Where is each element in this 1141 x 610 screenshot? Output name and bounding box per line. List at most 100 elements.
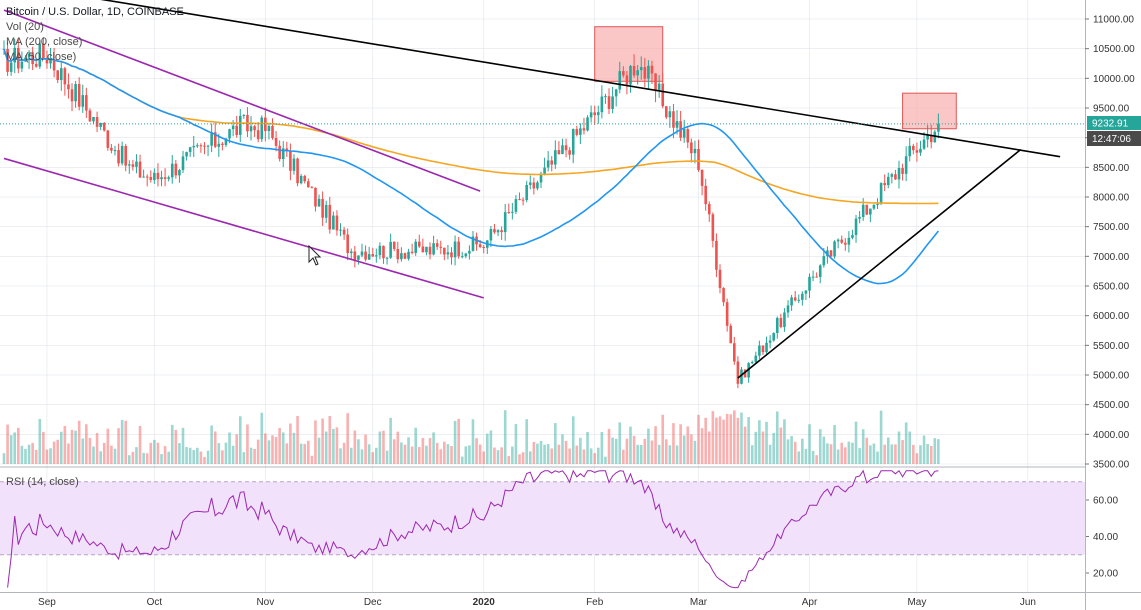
candle-body[interactable] (9, 62, 13, 72)
candle-body[interactable] (428, 246, 432, 255)
candle-body[interactable] (844, 242, 847, 245)
candle-body[interactable] (879, 183, 883, 204)
candle-body[interactable] (546, 160, 550, 168)
candle-body[interactable] (178, 170, 181, 176)
candle-body[interactable] (890, 174, 894, 177)
candle-body[interactable] (503, 212, 507, 233)
candle-body[interactable] (228, 129, 231, 139)
resistance-zones[interactable] (594, 26, 957, 130)
candle-body[interactable] (260, 117, 264, 140)
candle-body[interactable] (496, 230, 500, 233)
candle-body[interactable] (56, 70, 59, 81)
candle-body[interactable] (786, 305, 790, 313)
candle-body[interactable] (675, 121, 679, 128)
candle-body[interactable] (775, 317, 779, 333)
candle-body[interactable] (360, 251, 364, 256)
candle-body[interactable] (203, 145, 206, 147)
candle-body[interactable] (783, 312, 786, 328)
candle-body[interactable] (110, 147, 113, 151)
candle-body[interactable] (117, 150, 120, 164)
candle-body[interactable] (371, 254, 375, 257)
candle-body[interactable] (378, 245, 382, 256)
candle-body[interactable] (926, 135, 929, 140)
candle-body[interactable] (876, 203, 879, 205)
candle-body[interactable] (317, 198, 321, 207)
candle-body[interactable] (869, 208, 872, 215)
candle-body[interactable] (768, 340, 772, 343)
candle-body[interactable] (586, 117, 589, 131)
candle-body[interactable] (457, 241, 460, 257)
channel-lower-line[interactable] (3, 157, 484, 299)
candle-body[interactable] (289, 151, 292, 171)
candle-body[interactable] (124, 146, 128, 166)
candle-body[interactable] (156, 172, 160, 180)
candle-body[interactable] (815, 276, 818, 278)
candle-body[interactable] (88, 110, 92, 122)
candle-body[interactable] (375, 255, 378, 257)
candle-body[interactable] (604, 96, 607, 98)
candle-body[interactable] (697, 148, 700, 170)
candle-body[interactable] (854, 218, 858, 235)
candle-body[interactable] (804, 290, 808, 294)
candle-body[interactable] (92, 116, 95, 122)
candle-body[interactable] (224, 138, 228, 145)
candle-body[interactable] (833, 241, 836, 257)
candle-body[interactable] (142, 176, 145, 178)
candle-body[interactable] (206, 145, 210, 147)
candle-body[interactable] (135, 161, 138, 167)
candle-body[interactable] (256, 130, 260, 140)
candle-body[interactable] (307, 181, 310, 188)
candle-body[interactable] (582, 128, 586, 131)
descending-trendline[interactable] (4, 0, 1061, 158)
candle-body[interactable] (167, 177, 170, 179)
candle-body[interactable] (45, 57, 49, 64)
candle-body[interactable] (500, 230, 503, 233)
candle-body[interactable] (443, 247, 446, 255)
ascending-trendline[interactable] (737, 148, 1022, 379)
candle-body[interactable] (292, 158, 296, 171)
candle-body[interactable] (460, 256, 464, 258)
candle-body[interactable] (324, 204, 328, 218)
candle-body[interactable] (446, 252, 450, 255)
candle-body[interactable] (743, 369, 747, 378)
candle-body[interactable] (192, 145, 196, 148)
candle-body[interactable] (482, 247, 486, 249)
candle-body[interactable] (392, 241, 396, 249)
candle-body[interactable] (725, 302, 729, 326)
candle-body[interactable] (149, 177, 153, 180)
candle-body[interactable] (715, 240, 718, 270)
candle-body[interactable] (170, 163, 174, 178)
candle-body[interactable] (102, 123, 106, 131)
candle-body[interactable] (417, 241, 421, 247)
candle-body[interactable] (278, 145, 281, 160)
candle-body[interactable] (647, 65, 650, 79)
candle-body[interactable] (421, 246, 425, 253)
candle-body[interactable] (511, 211, 514, 213)
candle-body[interactable] (196, 145, 199, 147)
candle-body[interactable] (113, 150, 117, 152)
candle-body[interactable] (532, 182, 536, 189)
ma50-line[interactable] (3, 48, 940, 285)
candle-body[interactable] (596, 112, 600, 116)
candle-body[interactable] (253, 126, 256, 131)
candle-body[interactable] (829, 250, 833, 257)
candle-body[interactable] (407, 251, 410, 259)
candle-body[interactable] (181, 156, 185, 171)
candle-body[interactable] (826, 250, 829, 257)
candle-body[interactable] (672, 111, 675, 128)
candle-body[interactable] (382, 245, 385, 259)
candle-body[interactable] (908, 145, 912, 157)
candle-body[interactable] (528, 182, 532, 185)
candle-body[interactable] (622, 71, 625, 76)
candle-body[interactable] (221, 143, 224, 145)
candle-body[interactable] (632, 65, 636, 76)
candle-body[interactable] (478, 244, 482, 248)
candle-body[interactable] (185, 152, 188, 157)
candle-body[interactable] (847, 237, 851, 245)
candle-body[interactable] (217, 143, 221, 147)
candle-body[interactable] (349, 251, 353, 254)
candle-body[interactable] (153, 172, 156, 180)
candle-body[interactable] (296, 158, 299, 184)
candle-body[interactable] (507, 212, 511, 214)
